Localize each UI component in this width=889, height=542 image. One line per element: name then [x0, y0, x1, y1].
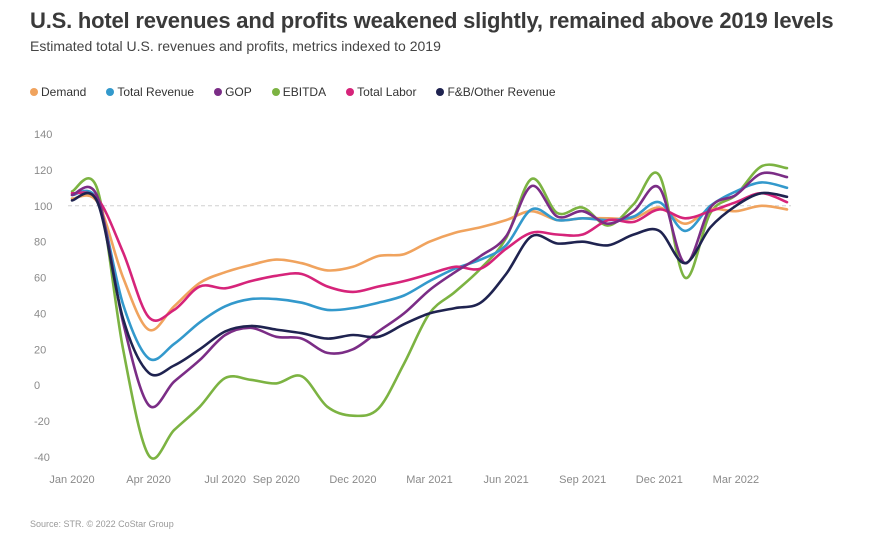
x-tick-label: Mar 2021	[406, 474, 452, 486]
x-tick-label: Dec 2021	[636, 474, 683, 486]
legend-label: Total Labor	[357, 85, 417, 99]
legend-label: EBITDA	[282, 85, 327, 99]
y-tick-label: 80	[34, 237, 46, 249]
y-tick-label: -20	[34, 416, 50, 428]
legend-dot-demand	[30, 88, 38, 96]
legend-dot-total-revenue	[106, 88, 115, 96]
x-tick-label: Jun 2021	[483, 474, 528, 486]
x-tick-label: Dec 2020	[329, 474, 376, 486]
legend-label: Demand	[41, 85, 87, 99]
legend-dot-fb-other-revenue	[436, 88, 445, 96]
legend-label: GOP	[225, 85, 252, 99]
y-tick-label: -40	[34, 452, 50, 464]
legend-item-gop[interactable]: GOP	[214, 85, 252, 99]
legend: Demand Total Revenue GOP EBITDA Total La…	[30, 85, 576, 99]
legend-dot-ebitda	[271, 88, 280, 96]
series-line-f-b-other-revenue	[70, 191, 789, 377]
y-tick-label: 20	[34, 344, 46, 356]
x-tick-label: Apr 2020	[126, 474, 171, 486]
legend-item-ebitda[interactable]: EBITDA	[271, 85, 327, 99]
legend-item-total-revenue[interactable]: Total Revenue	[106, 85, 194, 99]
x-tick-label: Sep 2021	[559, 474, 606, 486]
x-tick-label: Jan 2020	[49, 474, 94, 486]
y-tick-label: 60	[34, 273, 46, 285]
chart-title: U.S. hotel revenues and profits weakened…	[30, 8, 834, 33]
legend-item-total-labor[interactable]: Total Labor	[346, 85, 416, 99]
legend-item-fb-other-revenue[interactable]: F&B/Other Revenue	[436, 85, 556, 99]
series-line-gop	[70, 171, 789, 409]
series-line-ebitda	[70, 163, 789, 460]
series-line-total-labor	[70, 191, 789, 322]
legend-dot-total-labor	[346, 88, 355, 96]
x-tick-label: Jul 2020	[204, 474, 246, 486]
y-tick-label: 100	[34, 201, 52, 213]
y-tick-label: 140	[34, 129, 52, 141]
source-note: Source: STR. © 2022 CoStar Group	[30, 519, 174, 529]
y-tick-label: 120	[34, 165, 52, 177]
y-tick-label: 40	[34, 308, 46, 320]
legend-item-demand[interactable]: Demand	[30, 85, 86, 99]
legend-dot-gop	[214, 88, 223, 96]
y-tick-label: 0	[34, 380, 40, 392]
legend-label: Total Revenue	[117, 85, 195, 99]
legend-label: F&B/Other Revenue	[447, 85, 556, 99]
x-tick-label: Sep 2020	[253, 474, 300, 486]
chart-subtitle: Estimated total U.S. revenues and profit…	[30, 38, 441, 54]
x-tick-label: Mar 2022	[713, 474, 759, 486]
series-line-total-revenue	[70, 181, 789, 362]
